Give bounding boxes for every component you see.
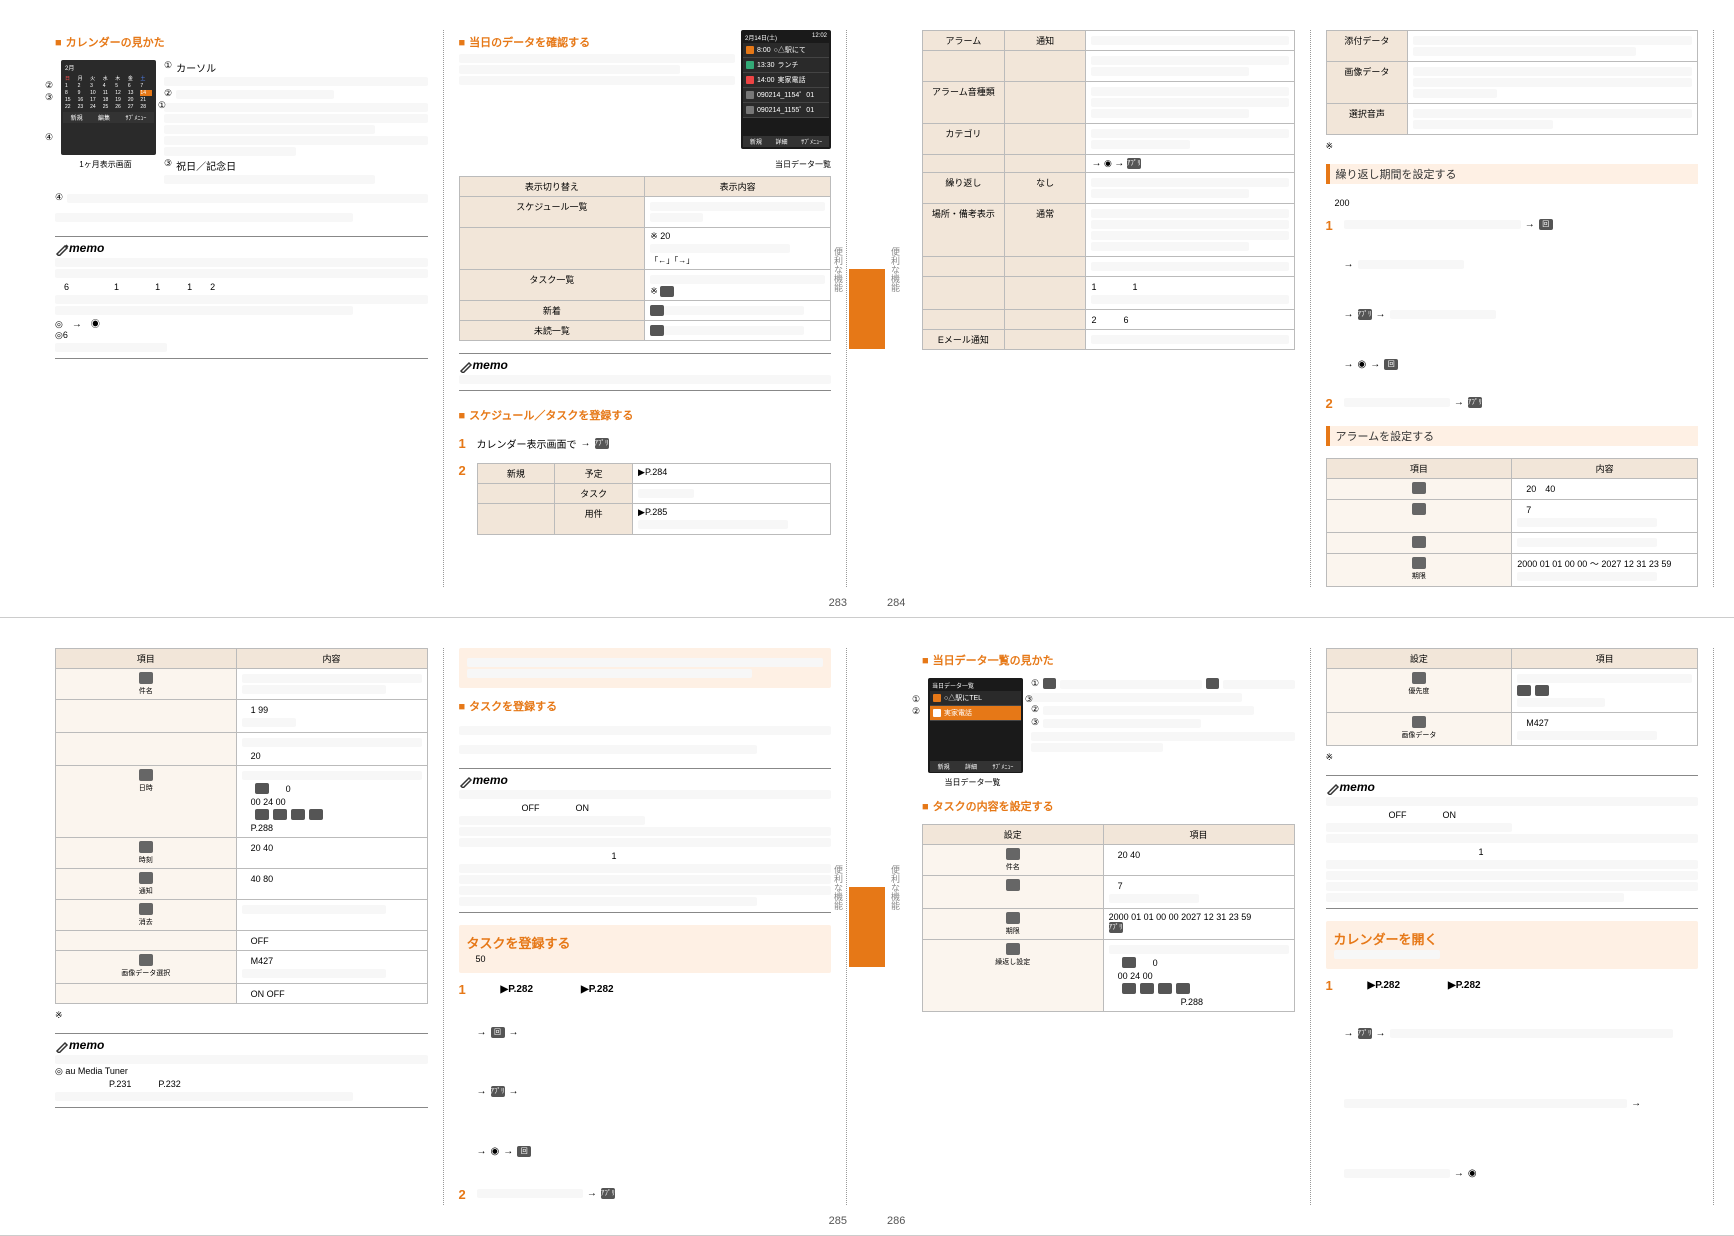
subsection-heading: 繰り返し期間を設定する (1326, 164, 1699, 184)
p285-right-col: タスクを登録する memo OFF ON 1 タスクを登録する 50 1 ▶P.… (444, 648, 848, 1205)
schedule-settings-table: アラーム通知 アラーム音種類 カテゴリ → ◉ → ｱﾌﾟﾘ 繰り返しなし 場所… (922, 30, 1295, 350)
chapter-tab-label: 便利な機能 (832, 865, 845, 910)
softkey: 新規 (71, 113, 83, 122)
alarm-table: 項目内容 20 40 7 期限2000 01 01 00 00 ～ 2027 1… (1326, 458, 1699, 587)
phone-daylist-screenshot-2: 当日データ一覧 ○△駅にTEL 実家電話 新規詳細ｻﾌﾞﾒﾆｭｰ (928, 678, 1023, 773)
chapter-tab (849, 887, 867, 967)
p286-right-col: 設定項目 優先度 画像データ M427 ※ memo OFF ON 1 カレンダ… (1311, 648, 1715, 1205)
page-number: 284 (887, 597, 905, 609)
screenshot-caption: 1ヶ月表示画面 (55, 159, 156, 170)
display-switch-table: 表示切り替え表示内容 スケジュール一覧 ※ 20「←」「→」 タスク一覧※ 新着… (459, 176, 832, 341)
p284-left-col: アラーム通知 アラーム音種類 カテゴリ → ◉ → ｱﾌﾟﾘ 繰り返しなし 場所… (907, 30, 1311, 587)
orange-title-block: カレンダーを開く (1326, 921, 1699, 969)
section-heading: 当日データ一覧の見かた (922, 652, 1295, 668)
page-number: 286 (887, 1215, 905, 1227)
orange-note-block (459, 648, 832, 688)
attachment-table: 添付データ 画像データ 選択音声 (1326, 30, 1699, 135)
p283-right-col: 当日のデータを確認する 2月14日(土)12:02 8:00 ○△駅にて 13:… (444, 30, 848, 587)
memo-box: memo OFF ON 1 (459, 768, 832, 913)
p286-left-col: 当日データ一覧の見かた 当日データ一覧 ○△駅にTEL 実家電話 新規詳細ｻﾌﾞ… (907, 648, 1311, 1205)
phone-daylist-screenshot: 2月14日(土)12:02 8:00 ○△駅にて 13:30 ランチ 14:00… (741, 30, 831, 149)
phone-calendar-screenshot: 2月 日月火水木金土 1234567 891011121314 15161718… (61, 60, 156, 155)
subsection-heading: アラームを設定する (1326, 426, 1699, 446)
page-284-spread: 便利な機能 アラーム通知 アラーム音種類 カテゴリ → ◉ → ｱﾌﾟﾘ 繰り返… (867, 0, 1734, 618)
section-heading: 当日のデータを確認する (459, 34, 736, 50)
orange-title-block: タスクを登録する 50 (459, 925, 832, 973)
p285-left-col: 項目内容 件名 1 99 20 日時 0 00 24 00 P.288 時刻 2… (40, 648, 444, 1205)
memo-box: memo 6 1 1 1 2 ◎ → ◉ ◎6 (55, 236, 428, 359)
chapter-tab (849, 269, 867, 349)
page-286-spread: 便利な機能 当日データ一覧の見かた 当日データ一覧 ○△駅にTEL 実家電話 新… (867, 618, 1734, 1236)
chapter-tab (867, 887, 885, 967)
memo-box: memo ◎ au Media Tuner P.231 P.232 (55, 1033, 428, 1108)
memo-box: memo (459, 353, 832, 391)
memo-box: memo OFF ON 1 (1326, 775, 1699, 909)
section-heading: カレンダーの見かた (55, 34, 428, 50)
page-285-spread: 項目内容 件名 1 99 20 日時 0 00 24 00 P.288 時刻 2… (0, 618, 867, 1236)
task-settings-table: 設定項目 件名 20 40 7 期限2000 01 01 00 00 2027 … (922, 824, 1295, 1012)
chapter-tab (867, 269, 885, 349)
softkey: 編集 (98, 113, 110, 122)
section-heading: スケジュール／タスクを登録する (459, 407, 832, 423)
chapter-tab-label: 便利な機能 (832, 247, 845, 292)
softkey: ｻﾌﾞﾒﾆｭｰ (125, 113, 146, 122)
page-283-spread: カレンダーの見かた 2月 日月火水木金土 1234567 89101112131… (0, 0, 867, 618)
task-settings-table-2: 設定項目 優先度 画像データ M427 (1326, 648, 1699, 746)
page-number: 283 (829, 597, 847, 609)
settings-table-285: 項目内容 件名 1 99 20 日時 0 00 24 00 P.288 時刻 2… (55, 648, 428, 1004)
section-heading: タスクの内容を設定する (922, 798, 1295, 814)
chapter-tab-label: 便利な機能 (889, 865, 902, 910)
p284-right-col: 添付データ 画像データ 選択音声 ※ 繰り返し期間を設定する 200 1→回 →… (1311, 30, 1715, 587)
p283-left-col: カレンダーの見かた 2月 日月火水木金土 1234567 89101112131… (40, 30, 444, 587)
page-number: 285 (829, 1215, 847, 1227)
chapter-tab-label: 便利な機能 (889, 247, 902, 292)
section-heading: タスクを登録する (459, 698, 832, 714)
